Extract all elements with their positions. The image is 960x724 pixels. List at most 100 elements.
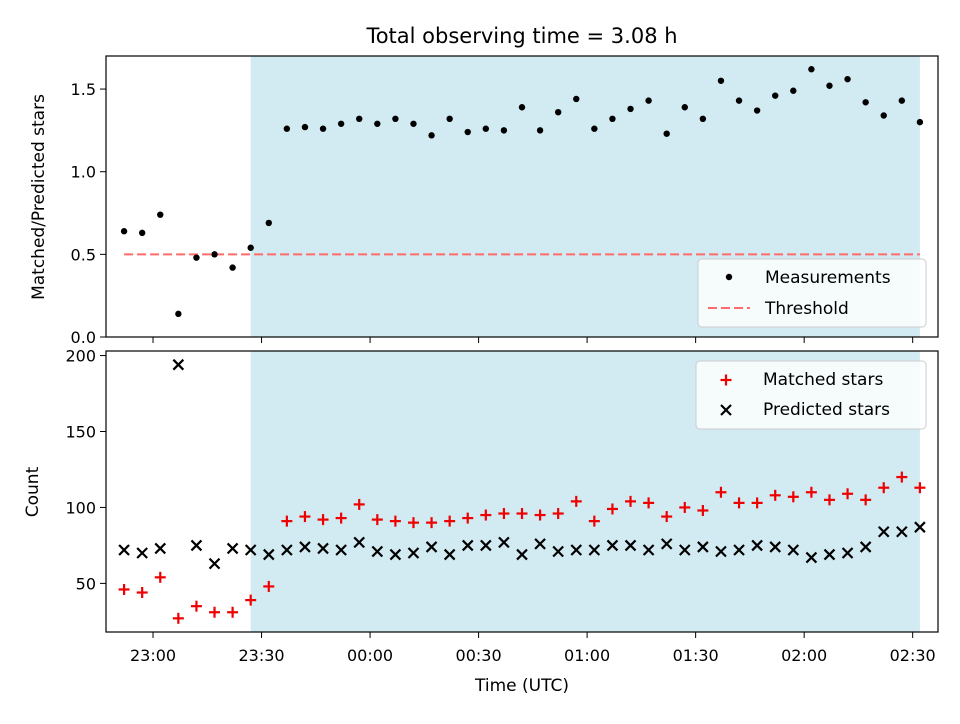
cross-b [407, 547, 420, 559]
cross-b [624, 539, 637, 552]
matched-star-point [860, 494, 872, 506]
y-tick-label: 200 [65, 347, 96, 366]
cross-b [896, 525, 908, 538]
matched-star-point [588, 515, 600, 527]
measurement-point [772, 92, 779, 99]
predicted-star-point [660, 538, 673, 550]
matched-star-point [823, 494, 835, 506]
predicted-star-point [281, 544, 293, 556]
bottom-y-axis-label: Count [23, 466, 43, 517]
predicted-star-point [588, 544, 601, 556]
measurement-point [175, 310, 182, 318]
matched-star-point [697, 504, 709, 516]
predicted-star-point [480, 539, 492, 552]
cross-b [660, 538, 673, 550]
measurement-point [790, 87, 797, 94]
bottom-plot-frame [105, 350, 939, 633]
matched-star-point [154, 571, 166, 583]
legend-measurement-marker [725, 273, 733, 281]
cross-b [588, 544, 601, 556]
cross-b [244, 544, 257, 556]
plot-area [120, 66, 924, 318]
measurement-point [301, 123, 309, 131]
predicted-star-point [841, 547, 854, 559]
measurement-point [645, 97, 652, 104]
y-tick-label: 100 [65, 498, 96, 517]
y-tick-label: 150 [65, 423, 96, 442]
measurement-point [247, 244, 254, 251]
matched-star-point [878, 482, 890, 494]
measurement-point [681, 104, 688, 111]
measurement-point [844, 75, 851, 83]
x-tick-label: 00:00 [347, 646, 393, 665]
cross-b [733, 544, 745, 556]
y-tick-label: 1.0 [71, 163, 96, 182]
cross-b [425, 541, 438, 553]
predicted-star-point [425, 541, 438, 553]
matched-star-point [462, 512, 474, 524]
predicted-star-point [407, 547, 420, 559]
predicted-star-point [552, 545, 564, 558]
x-axis-label: Time (UTC) [474, 676, 569, 696]
predicted-star-point [697, 541, 709, 553]
matched-star-point [787, 491, 799, 503]
predicted-star-point [896, 525, 908, 538]
matched-star-point [534, 509, 546, 521]
predicted-star-point [226, 542, 239, 555]
cross-b [642, 544, 655, 556]
measurement-point [916, 118, 924, 126]
measurement-point [374, 120, 381, 127]
cross-b [263, 548, 275, 561]
matched-star-point [190, 600, 202, 612]
measurement-point [193, 254, 200, 261]
measurement-point [862, 99, 869, 106]
y-tick-label: 50 [76, 574, 96, 593]
cross-b [461, 539, 474, 552]
cross-b [720, 404, 732, 416]
top-legend-box [697, 258, 927, 328]
matched-star-point [751, 497, 763, 509]
predicted-star-point [389, 548, 402, 561]
measurement-point [591, 125, 598, 132]
predicted-star-point [823, 548, 836, 561]
top-plot-frame [105, 55, 939, 338]
x-tick-label: 23:00 [130, 646, 176, 665]
measurement-point [699, 115, 707, 123]
matched-star-point [842, 488, 854, 500]
measurement-point [428, 132, 435, 139]
cross-b [769, 541, 781, 553]
cross-b [172, 358, 185, 371]
matched-star-point [407, 517, 419, 529]
predicted-star-point [751, 539, 763, 552]
matched-star-point [769, 489, 781, 501]
measurement-point [319, 125, 327, 132]
predicted-star-point [353, 536, 365, 549]
cross-b [516, 548, 528, 561]
plot-area [118, 358, 926, 624]
cross-b [299, 541, 311, 553]
top-legend: Measurements Threshold [697, 258, 927, 328]
matched-star-point [136, 587, 148, 599]
measurement-point [554, 109, 562, 116]
predicted-star-point [244, 544, 257, 556]
predicted-star-point [516, 548, 528, 561]
cross-b [715, 545, 727, 558]
cross-b [154, 542, 167, 555]
predicted-star-point [679, 544, 691, 556]
measurement-point [808, 66, 815, 73]
measurement-point [446, 115, 453, 123]
measurement-point [482, 125, 490, 132]
predicted-star-point [136, 547, 148, 559]
cross-b [317, 542, 329, 555]
predicted-star-point [642, 544, 655, 556]
x-tick-label: 23:30 [238, 646, 284, 665]
cross-b [841, 547, 854, 559]
cross-b [335, 544, 347, 556]
cross-b [118, 544, 130, 556]
predicted-star-point [733, 544, 745, 556]
matched-star-point [299, 511, 311, 523]
matched-star-point [227, 606, 239, 618]
x-tick-label: 01:00 [564, 646, 610, 665]
matched-star-point [263, 580, 275, 592]
matched-star-point [661, 511, 673, 523]
